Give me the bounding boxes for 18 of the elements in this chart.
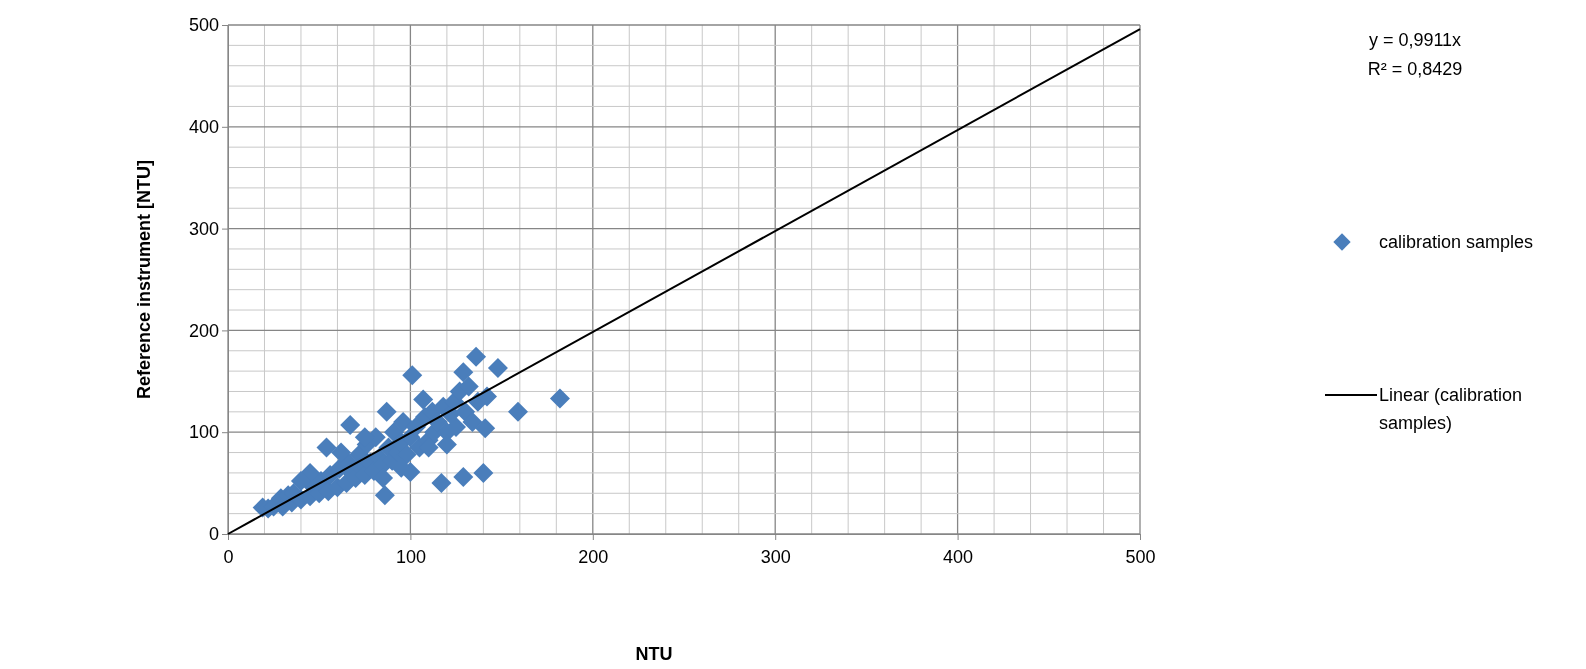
y-tick-label: 100	[188, 422, 219, 443]
x-tick-label: 500	[1125, 546, 1156, 567]
y-axis-title: Reference instrument [NTU]	[134, 159, 154, 400]
x-tick-label: 200	[578, 546, 609, 567]
x-tick-label: 0	[223, 546, 234, 567]
legend-label: calibration samples	[1379, 232, 1534, 252]
x-axis-title: NTU	[635, 644, 673, 664]
legend-label: Linear (calibration samples)	[1379, 385, 1523, 433]
x-tick-label: 300	[760, 546, 791, 567]
y-tick-label: 200	[188, 320, 219, 341]
y-tick-label: 300	[188, 218, 219, 239]
y-tick-label: 0	[208, 524, 219, 545]
text: R² = 0,8429	[1367, 59, 1463, 79]
y-tick-label: 500	[188, 15, 219, 36]
x-tick-label: 400	[943, 546, 974, 567]
y-tick-label: 400	[188, 117, 219, 138]
x-tick-label: 100	[395, 546, 426, 567]
text: y = 0,9911x	[1368, 30, 1462, 50]
